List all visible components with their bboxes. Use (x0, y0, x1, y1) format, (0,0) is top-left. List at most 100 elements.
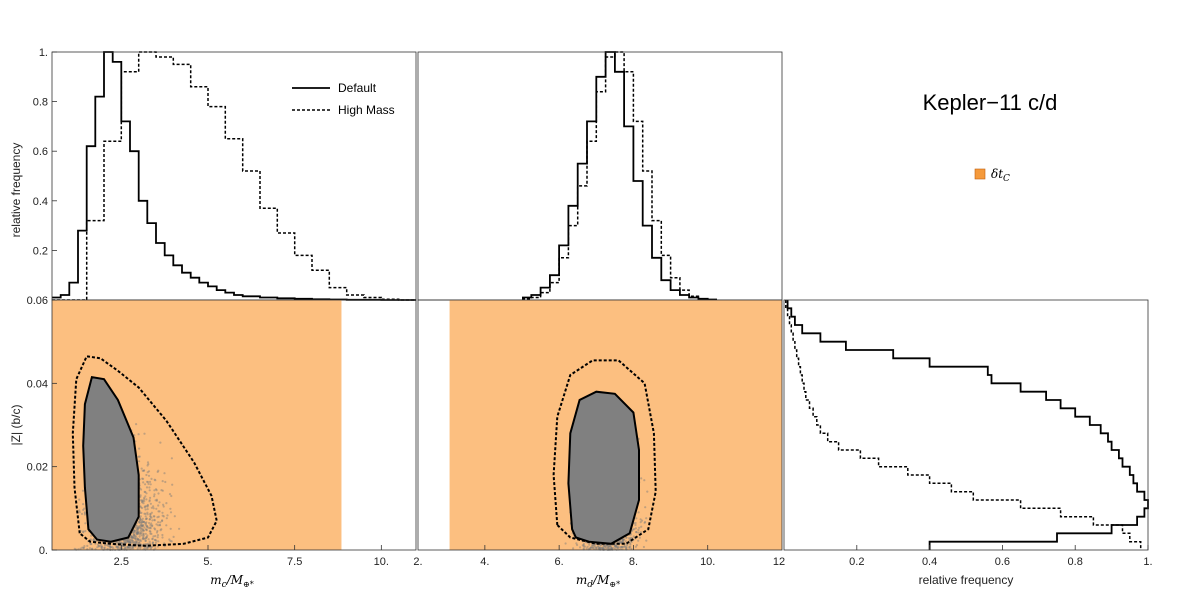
scatter-md-density-point (634, 545, 638, 548)
scatter-mc-density-point (137, 526, 140, 529)
scatter-md-density-point (602, 547, 605, 551)
scatter-mc-density-point (97, 545, 100, 548)
scatter-mc-density-point (124, 541, 127, 544)
scatter-mc-density-point (139, 499, 142, 502)
scatter-md-density-point (623, 545, 626, 548)
scatter-md-density-point (606, 547, 609, 550)
scatter-mc-density-point (161, 514, 164, 517)
scatter-mc-density-point (145, 546, 148, 549)
scatter-mc-density-point (124, 541, 127, 545)
scatter-mc-density-point (141, 499, 144, 502)
scatter-md-x-tick-label: 8. (629, 556, 638, 568)
scatter-mc-density-point (136, 527, 139, 530)
scatter-md-density-point (640, 477, 643, 480)
scatter-mc-density-point (142, 529, 145, 532)
scatter-mc-density-point (131, 539, 134, 542)
scatter-mc-density-point (155, 523, 158, 526)
scatter-mc-density-point (149, 527, 152, 530)
scatter-mc-density-point (153, 493, 156, 496)
scatter-mc-density-point (137, 455, 140, 458)
scatter-mc-density-point (140, 521, 143, 524)
scatter-mc-density-point (138, 522, 141, 525)
scatter-mc-density-point (138, 531, 141, 534)
scatter-mc-density-point (135, 535, 138, 538)
scatter-md-density-point (639, 531, 643, 534)
scatter-mc-density-point (138, 520, 141, 524)
scatter-mc-density-point (138, 541, 141, 544)
scatter-md-density-point (607, 546, 610, 549)
scatter-mc-density-point (170, 494, 173, 498)
scatter-mc-density-point (124, 546, 127, 549)
scatter-md-density-point (607, 545, 610, 548)
scatter-mc-density-point (108, 545, 111, 548)
scatter-mc-density-point (154, 534, 157, 538)
scatter-mc-density-point (154, 528, 157, 531)
scatter-mc-density-point (84, 522, 87, 525)
scatter-mc-density-point (153, 478, 156, 481)
scatter-mc-density-point (140, 511, 143, 514)
scatter-mc-density-point (141, 527, 144, 530)
scatter-mc-density-point (143, 505, 147, 508)
x-axis-label-mc-tail-sub: ⊕* (243, 580, 254, 589)
scatter-mc-density-point (145, 536, 148, 539)
scatter-mc-density-point (146, 503, 149, 507)
scatter-mc-density-point (159, 441, 162, 444)
scatter-md-density-point (598, 547, 601, 550)
scatter-mc-density-point (92, 539, 95, 542)
scatter-md-density-point (614, 542, 617, 545)
scatter-mc-density-point (137, 530, 140, 533)
scatter-mc-density-point (145, 517, 148, 520)
scatter-mc-frame (51, 299, 417, 551)
scatter-mc-density-point (168, 538, 171, 541)
scatter-md-density-point (607, 545, 610, 548)
scatter-mc-density-point (133, 534, 136, 537)
scatter-md-density-point (626, 543, 629, 547)
scatter-mc-density-point (148, 518, 151, 521)
scatter-md-density-point (616, 546, 619, 550)
scatter-md-density-point (644, 506, 647, 509)
scatter-md-density-point (629, 543, 632, 546)
scatter-mc-density-point (103, 546, 106, 549)
scatter-mc-density-point (161, 533, 164, 537)
scatter-mc-density-point (148, 489, 151, 492)
scatter-mc-density-point (132, 533, 136, 536)
scatter-mc-density-point (123, 539, 126, 542)
scatter-mc-density-point (144, 483, 147, 486)
scatter-mc-density-point (143, 490, 146, 493)
scatter-mc-density-point (145, 535, 148, 539)
scatter-mc-density-point (147, 474, 151, 477)
panel-histogram-mc: 0.2 0.4 0.6 0.8 1. (33, 47, 417, 301)
scatter-mc-density-point (136, 530, 139, 533)
scatter-md-density-point (597, 545, 600, 548)
scatter-md-density-point (614, 545, 617, 548)
scatter-mc-density-point (121, 542, 124, 545)
scatter-mc-density-point (106, 544, 109, 547)
scatter-mc-density-point (144, 523, 147, 526)
scatter-md-density-point (644, 520, 647, 524)
scatter-mc-density-point (149, 523, 152, 527)
scatter-md-density-point (604, 545, 607, 548)
scatter-mc-density-point (140, 524, 143, 528)
scatter-mc-density-point (146, 511, 149, 514)
scatter-mc-density-point (100, 546, 103, 549)
scatter-mc-density-point (143, 432, 146, 435)
scatter-md-density-point (588, 547, 591, 550)
scatter-mc-density-point (100, 547, 103, 550)
scatter-md-density-point (637, 539, 640, 542)
x-tick-label-md-right: 12 (773, 556, 785, 568)
scatter-mc-density-point (144, 532, 147, 535)
scatter-mc-density-point (101, 545, 104, 548)
scatter-mc-density-point (144, 490, 147, 494)
scatter-mc-density-point (144, 518, 147, 521)
scatter-md-density-point (609, 545, 613, 548)
scatter-mc-density-point (140, 523, 143, 526)
scatter-md-density-point (635, 531, 638, 534)
scatter-mc-density-point (169, 539, 172, 543)
scatter-md-density-point (639, 521, 642, 524)
scatter-md-density-point (575, 542, 578, 545)
y-axis-label-hist: relative frequency (9, 143, 23, 238)
scatter-mc-density-point (146, 525, 149, 528)
scatter-mc-density-point (93, 537, 96, 541)
scatter-md-density-point (637, 528, 640, 532)
scatter-mc-density-point (162, 503, 165, 506)
